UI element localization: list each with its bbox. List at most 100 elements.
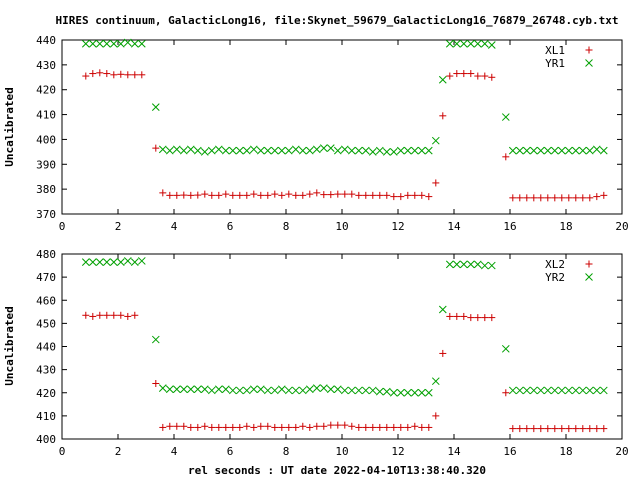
- data-point-yr2: [298, 386, 307, 395]
- data-point-xl2: [187, 423, 195, 431]
- axis-ticks-2: 0 2 4 6 8 10 12 14 16 18 20 400 410 420 430 440 450 460 47…: [36, 248, 629, 458]
- data-point-xl2: [523, 425, 531, 433]
- data-point-xl1: [201, 190, 209, 198]
- data-point-yr1: [515, 146, 524, 155]
- data-point-xl2: [369, 423, 377, 431]
- data-point-xl2: [215, 423, 223, 431]
- data-point-yr2: [263, 386, 272, 395]
- y-tick-label: 470: [36, 271, 56, 284]
- data-point-xl2: [593, 425, 601, 433]
- data-point-yr2: [228, 386, 237, 395]
- data-point-xl1: [124, 71, 132, 79]
- data-point-xl2: [502, 389, 510, 397]
- data-point-xl1: [460, 70, 468, 78]
- data-point-xl1: [306, 190, 314, 198]
- data-point-yr1: [228, 146, 237, 155]
- figure-title: HIRES continuum, GalacticLong16, file:Sk…: [56, 14, 619, 27]
- data-point-yr1: [312, 145, 321, 154]
- data-point-xl2: [348, 422, 356, 430]
- data-point-yr2: [158, 384, 167, 392]
- data-point-yr2: [193, 385, 202, 394]
- legend-2: XL2 YR2: [545, 258, 593, 284]
- data-point-xl1: [404, 191, 412, 199]
- data-point-xl2: [404, 423, 412, 431]
- data-point-yr2: [564, 386, 573, 395]
- data-point-yr2: [473, 260, 482, 269]
- data-point-yr2: [536, 386, 545, 395]
- data-point-yr2: [522, 386, 531, 395]
- data-point-xl1: [187, 191, 195, 199]
- x-tick-label: 8: [283, 220, 290, 233]
- data-point-yr1: [473, 39, 482, 48]
- data-point-yr2: [354, 386, 363, 395]
- data-point-yr1: [193, 146, 202, 155]
- data-point-xl2: [166, 422, 174, 430]
- legend-label-xl1: XL1: [545, 44, 565, 57]
- data-point-xl2: [376, 423, 384, 431]
- data-point-yr1: [424, 146, 433, 155]
- data-point-xl1: [103, 70, 111, 78]
- data-point-yr1: [333, 146, 342, 155]
- y-tick-label: 430: [36, 59, 56, 72]
- data-point-xl1: [327, 191, 335, 199]
- legend-marker-yr2: [585, 273, 593, 281]
- data-point-yr1: [599, 146, 608, 155]
- data-point-xl2: [131, 311, 139, 319]
- data-point-xl2: [327, 421, 335, 429]
- data-point-yr2: [256, 385, 265, 394]
- data-point-xl2: [474, 314, 482, 322]
- data-point-yr2: [235, 386, 244, 395]
- data-point-xl2: [439, 349, 447, 357]
- data-point-yr2: [179, 385, 188, 394]
- data-point-xl2: [530, 425, 538, 433]
- data-point-yr1: [410, 146, 419, 155]
- data-point-yr1: [550, 146, 559, 155]
- data-point-yr1: [242, 146, 251, 155]
- data-point-xl1: [222, 190, 230, 198]
- data-point-xl2: [397, 423, 405, 431]
- data-point-xl1: [313, 189, 321, 197]
- data-point-yr1: [571, 146, 580, 155]
- data-point-yr1: [151, 103, 160, 111]
- data-point-yr1: [375, 146, 384, 155]
- data-point-xl2: [600, 425, 608, 433]
- data-point-yr1: [165, 146, 174, 155]
- data-point-yr2: [557, 386, 566, 395]
- data-point-yr1: [88, 39, 97, 48]
- data-point-yr2: [109, 258, 118, 266]
- data-point-yr2: [368, 386, 377, 395]
- data-point-yr2: [508, 386, 517, 395]
- data-point-xl2: [446, 312, 454, 320]
- y-tick-label: 400: [36, 133, 56, 146]
- data-point-yr1: [536, 146, 545, 155]
- data-point-xl1: [243, 191, 251, 199]
- x-tick-label: 2: [115, 220, 122, 233]
- data-point-xl2: [103, 311, 111, 319]
- data-point-yr2: [438, 305, 447, 314]
- x-tick-label: 12: [391, 445, 404, 458]
- data-point-xl1: [390, 193, 398, 201]
- y-tick-label: 400: [36, 433, 56, 446]
- data-point-yr1: [592, 145, 601, 154]
- x-tick-label: 16: [503, 445, 516, 458]
- data-point-yr1: [501, 113, 510, 121]
- y-tick-label: 420: [36, 84, 56, 97]
- data-point-yr2: [410, 388, 419, 397]
- x-tick-label: 18: [559, 445, 572, 458]
- data-point-yr1: [270, 146, 279, 155]
- legend-label-yr1: YR1: [545, 57, 565, 70]
- data-point-yr2: [270, 386, 279, 395]
- data-point-xl2: [89, 312, 97, 320]
- data-point-yr2: [186, 385, 195, 394]
- data-point-yr1: [158, 145, 167, 154]
- data-point-yr1: [95, 39, 104, 48]
- data-point-yr2: [382, 387, 391, 396]
- x-axis-label: rel seconds : UT date 2022-04-10T13:38:4…: [188, 464, 486, 477]
- data-point-yr2: [165, 385, 174, 394]
- legend-label-xl2: XL2: [545, 258, 565, 271]
- data-point-yr1: [522, 146, 531, 155]
- y-tick-label: 380: [36, 183, 56, 196]
- data-point-xl1: [159, 189, 167, 197]
- data-point-xl1: [278, 191, 286, 199]
